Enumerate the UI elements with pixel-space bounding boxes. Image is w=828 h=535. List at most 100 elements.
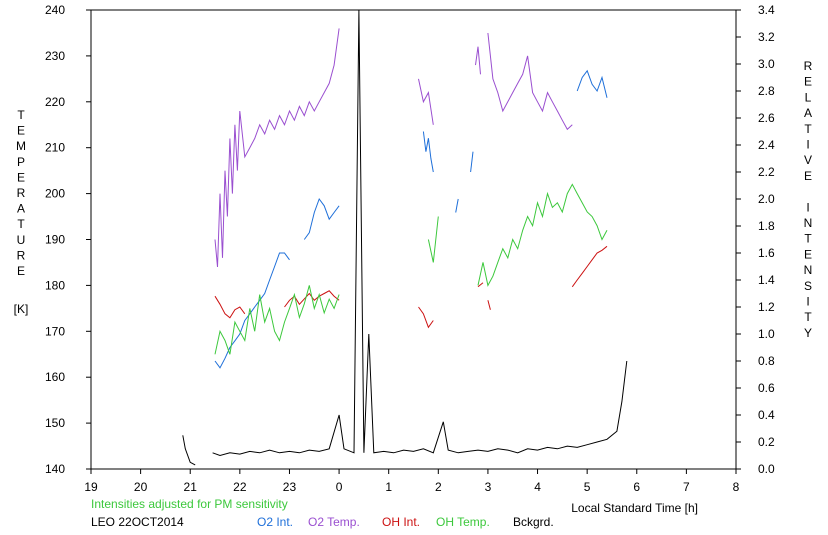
y-right-label-letter: T: [804, 122, 812, 136]
y-right-label-letter: A: [804, 106, 812, 120]
x-tick-label: 23: [283, 480, 297, 494]
x-tick-label: 21: [184, 480, 198, 494]
y-right-label-letter: E: [804, 75, 812, 89]
y-left-tick-label: 220: [45, 95, 65, 109]
series-line: [182, 435, 196, 466]
y-right-tick-label: 2.8: [758, 84, 775, 98]
x-tick-label: 3: [485, 480, 492, 494]
legend-item: O2 Temp.: [308, 515, 360, 529]
series-line: [455, 198, 459, 213]
y-right-label-letter: E: [804, 247, 812, 261]
series-line: [487, 300, 491, 310]
series-line: [470, 151, 474, 173]
x-tick-label: 8: [733, 480, 740, 494]
y-right-tick-label: 2.2: [758, 165, 775, 179]
y-right-label-letter: I: [806, 138, 809, 152]
legend-item: OH Temp.: [436, 515, 490, 529]
y-left-tick-label: 240: [45, 3, 65, 17]
series-line: [214, 285, 340, 355]
site-date-label: LEO 22OCT2014: [91, 515, 184, 529]
y-left-tick-label: 210: [45, 141, 65, 155]
y-right-tick-label: 3.0: [758, 57, 775, 71]
x-tick-label: 20: [134, 480, 148, 494]
y-right-tick-label: 0.8: [758, 354, 775, 368]
y-left-label-letter: A: [17, 202, 25, 216]
series-line: [427, 216, 439, 263]
y-right-label-letter: I: [806, 295, 809, 309]
series-line: [418, 78, 434, 125]
y-left-tick-label: 140: [45, 462, 65, 476]
y-right-label-letter: Y: [804, 326, 812, 340]
y-left-label-letter: E: [17, 264, 25, 278]
y-right-label-letter: N: [804, 263, 813, 277]
y-left-label-letter: U: [17, 233, 26, 247]
y-right-tick-label: 1.2: [758, 300, 775, 314]
y-left-label-letter: M: [16, 139, 26, 153]
y-right-tick-label: 1.4: [758, 273, 775, 287]
y-right-tick-label: 0.4: [758, 408, 775, 422]
y-right-label-letter: E: [804, 169, 812, 183]
legend-item: OH Int.: [382, 515, 420, 529]
y-right-tick-label: 1.0: [758, 327, 775, 341]
x-tick-label: 19: [84, 480, 98, 494]
y-right-label-letter: R: [804, 59, 813, 73]
y-right-tick-label: 1.6: [758, 246, 775, 260]
y-right-tick-label: 2.4: [758, 138, 775, 152]
y-right-tick-label: 1.8: [758, 219, 775, 233]
series-line: [487, 32, 573, 131]
legend-item: O2 Int.: [257, 515, 293, 529]
x-tick-label: 1: [385, 480, 392, 494]
series-line: [418, 306, 434, 329]
y-left-tick-label: 160: [45, 370, 65, 384]
y-right-tick-label: 2.0: [758, 192, 775, 206]
y-right-label-letter: T: [804, 310, 812, 324]
y-right-label-letter: V: [804, 153, 812, 167]
y-right-tick-label: 3.2: [758, 30, 775, 44]
y-left-label-letter: T: [17, 108, 25, 122]
series-line: [477, 183, 608, 287]
y-right-tick-label: 0.6: [758, 381, 775, 395]
legend-item: Bckgrd.: [513, 515, 554, 529]
y-right-label-letter: I: [806, 200, 809, 214]
y-right-tick-label: 0.2: [758, 435, 775, 449]
x-tick-label: 7: [683, 480, 690, 494]
series-line: [576, 69, 608, 98]
y-left-tick-label: 190: [45, 233, 65, 247]
y-left-label-letter: R: [17, 248, 26, 262]
y-left-label-letter: R: [17, 186, 26, 200]
x-tick-label: 2: [435, 480, 442, 494]
y-right-tick-label: 3.4: [758, 3, 775, 17]
series-line: [571, 245, 608, 288]
series-line: [303, 197, 340, 240]
series-line: [214, 295, 246, 319]
y-left-tick-label: 200: [45, 187, 65, 201]
y-left-tick-label: 150: [45, 416, 65, 430]
series-line: [477, 282, 484, 288]
series-line: [214, 252, 290, 369]
series-line: [214, 28, 340, 268]
y-left-tick-label: 170: [45, 324, 65, 338]
y-left-label-letter: T: [17, 217, 25, 231]
plot-frame: [90, 9, 737, 470]
x-tick-label: 22: [233, 480, 247, 494]
y-left-label-letter: E: [17, 170, 25, 184]
y-left-label-letter: E: [17, 124, 25, 138]
x-tick-label: 4: [534, 480, 541, 494]
y-right-label-letter: S: [804, 279, 812, 293]
y-left-unit: [K]: [14, 302, 29, 316]
x-tick-label: 6: [633, 480, 640, 494]
x-tick-label: 0: [336, 480, 343, 494]
y-left-tick-label: 230: [45, 49, 65, 63]
series-line: [212, 9, 628, 457]
y-right-label-letter: N: [804, 216, 813, 230]
y-right-tick-label: 2.6: [758, 111, 775, 125]
y-right-tick-label: 0.0: [758, 462, 775, 476]
intensity-note: Intensities adjusted for PM sensitivity: [91, 497, 288, 511]
series-line: [422, 131, 434, 173]
x-tick-label: 5: [584, 480, 591, 494]
x-axis-label: Local Standard Time [h]: [571, 501, 698, 515]
y-right-label-letter: T: [804, 232, 812, 246]
y-right-label-letter: L: [805, 90, 812, 104]
y-left-tick-label: 180: [45, 278, 65, 292]
